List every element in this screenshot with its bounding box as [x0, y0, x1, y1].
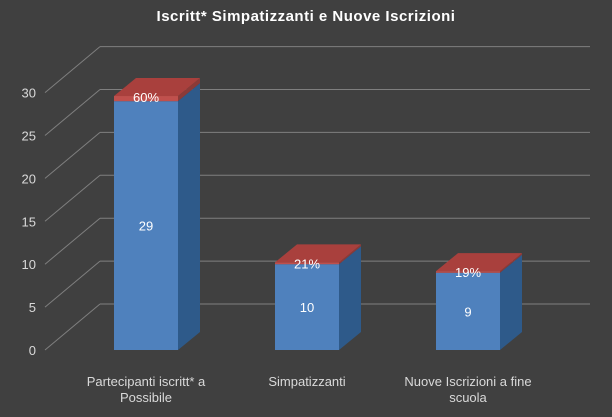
x-tick-label: Possibile	[120, 390, 172, 405]
bar	[275, 264, 339, 350]
y-tick-label: 5	[29, 300, 36, 315]
bar-side	[500, 254, 522, 350]
gridline-depth	[44, 132, 101, 179]
y-tick-label: 30	[22, 86, 36, 101]
data-label: 29	[139, 219, 153, 234]
bar	[275, 262, 339, 265]
bar-top	[275, 244, 361, 263]
data-label: 9	[464, 304, 471, 319]
bar	[436, 271, 500, 273]
y-tick-label: 20	[22, 171, 36, 186]
data-label: 60%	[133, 90, 159, 105]
bar-top	[114, 78, 200, 97]
x-tick-label: Partecipanti iscritt* a	[87, 374, 206, 389]
y-tick-label: 0	[29, 343, 36, 358]
bar-side	[339, 244, 361, 265]
chart-title: Iscritt* Simpatizzanti e Nuove Iscrizion…	[156, 8, 456, 25]
data-label: 10	[300, 300, 314, 315]
bar-side	[339, 246, 361, 350]
bar-side	[500, 253, 522, 273]
x-tick-label: scuola	[449, 390, 487, 405]
bar	[436, 272, 500, 350]
y-tick-label: 10	[22, 257, 36, 272]
bar	[114, 96, 178, 102]
data-label: 21%	[294, 256, 320, 271]
bar-side	[178, 78, 200, 102]
bar-side	[178, 83, 200, 351]
data-label: 19%	[455, 265, 481, 280]
gridline-depth	[44, 260, 101, 308]
bar-top	[436, 253, 522, 272]
bar	[114, 101, 178, 351]
x-tick-label: Simpatizzanti	[268, 374, 345, 389]
gridline-depth	[44, 89, 101, 136]
y-tick-label: 15	[22, 214, 36, 229]
gridline-depth	[44, 174, 101, 222]
y-tick-label: 25	[22, 129, 36, 144]
gridline-depth	[44, 46, 101, 93]
gridline-depth	[44, 303, 101, 351]
gridline-depth	[44, 217, 101, 265]
x-tick-label: Nuove Iscrizioni a fine	[404, 374, 531, 389]
